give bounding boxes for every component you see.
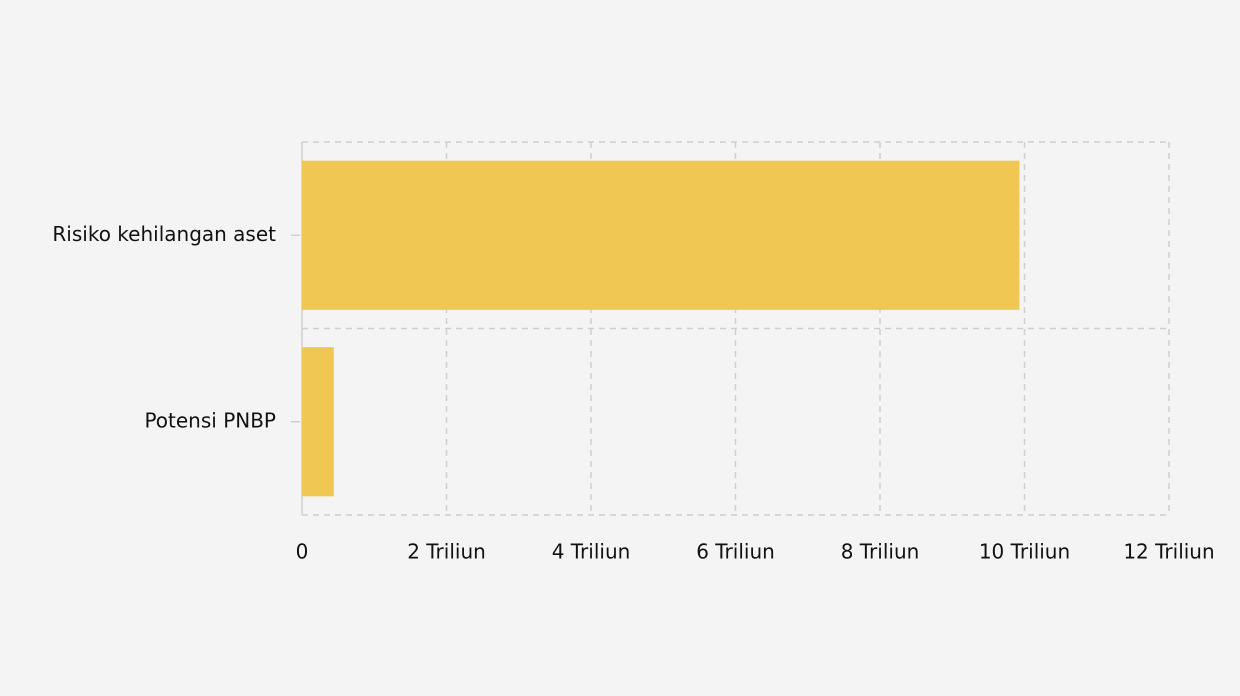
x-tick-label: 12 Triliun: [1123, 540, 1214, 564]
x-tick-label: 0: [296, 540, 309, 564]
x-tick-label: 4 Triliun: [552, 540, 631, 564]
bar: [302, 347, 334, 497]
x-tick-label: 10 Triliun: [979, 540, 1070, 564]
x-tick-label: 2 Triliun: [407, 540, 486, 564]
x-tick-label: 8 Triliun: [841, 540, 920, 564]
x-tick-label: 6 Triliun: [696, 540, 775, 564]
y-tick-label: Potensi PNBP: [144, 408, 276, 432]
y-tick-label: Risiko kehilangan aset: [52, 222, 276, 246]
bar: [302, 160, 1020, 310]
